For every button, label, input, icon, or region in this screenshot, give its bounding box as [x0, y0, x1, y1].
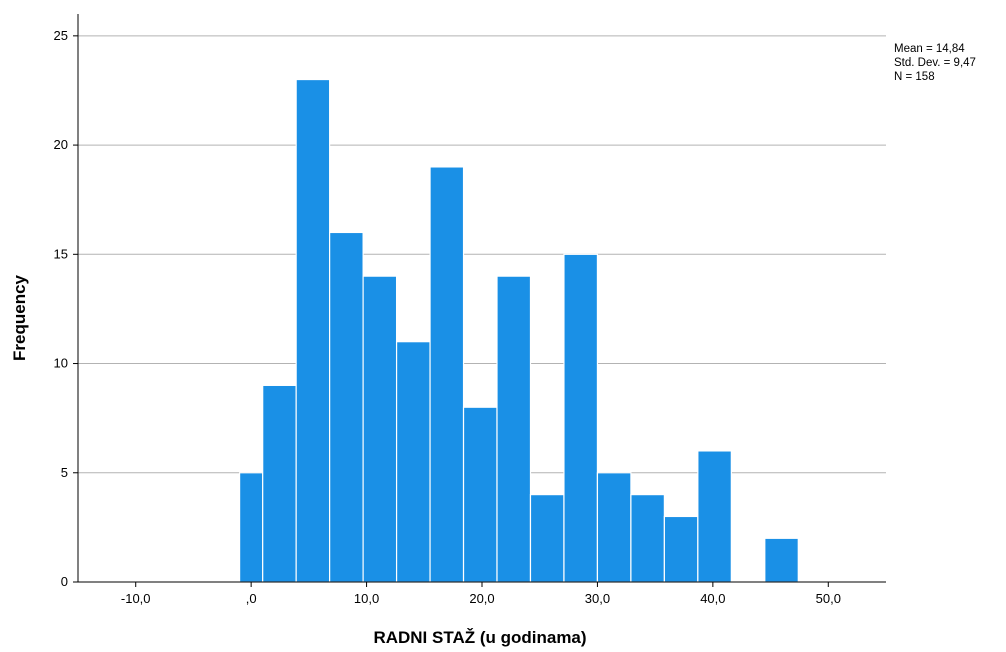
histogram-bar — [496, 275, 532, 583]
y-tick-label: 25 — [54, 28, 68, 43]
histogram-bar — [697, 450, 732, 583]
y-tick-labels: 0 5 10 15 20 25 — [54, 28, 68, 589]
stats-box: Mean = 14,84 Std. Dev. = 9,47 N = 158 — [894, 43, 976, 83]
x-tick-label: 50,0 — [816, 591, 841, 606]
x-tick-label: 30,0 — [585, 591, 610, 606]
histogram-bar — [663, 515, 699, 583]
gridlines — [78, 35, 886, 474]
x-tick-label: 20,0 — [469, 591, 494, 606]
histogram-bar — [295, 78, 331, 583]
bars — [239, 78, 799, 583]
y-tick-label: 0 — [61, 574, 68, 589]
stats-n: N = 158 — [894, 71, 935, 83]
x-tick-label: 40,0 — [700, 591, 725, 606]
axes — [73, 14, 886, 587]
histogram-bar — [329, 231, 364, 583]
histogram-bar — [529, 494, 565, 583]
histogram-bar — [429, 166, 465, 583]
y-tick-label: 10 — [54, 356, 68, 371]
histogram-bar — [462, 406, 498, 583]
stats-mean: Mean = 14,84 — [894, 43, 965, 55]
histogram-bar — [362, 275, 398, 583]
histogram-bar — [395, 341, 431, 583]
histogram-bar — [262, 384, 297, 583]
histogram-bar — [764, 537, 799, 583]
histogram-bar — [239, 472, 264, 583]
y-tick-label: 20 — [54, 137, 68, 152]
y-tick-label: 5 — [61, 465, 68, 480]
stats-std-dev: Std. Dev. = 9,47 — [894, 57, 976, 69]
x-axis-title: RADNI STAŽ (u godinama) — [373, 628, 586, 647]
histogram-bar — [596, 472, 632, 583]
x-tick-label: ,0 — [246, 591, 257, 606]
y-axis-title: Frequency — [10, 274, 29, 361]
x-tick-label: 10,0 — [354, 591, 379, 606]
y-tick-label: 15 — [54, 246, 68, 261]
x-tick-label: -10,0 — [121, 591, 151, 606]
histogram-bar — [630, 494, 665, 583]
x-tick-labels: -10,0 ,0 10,0 20,0 30,0 40,0 50,0 — [121, 591, 841, 606]
histogram-bar — [563, 253, 599, 583]
